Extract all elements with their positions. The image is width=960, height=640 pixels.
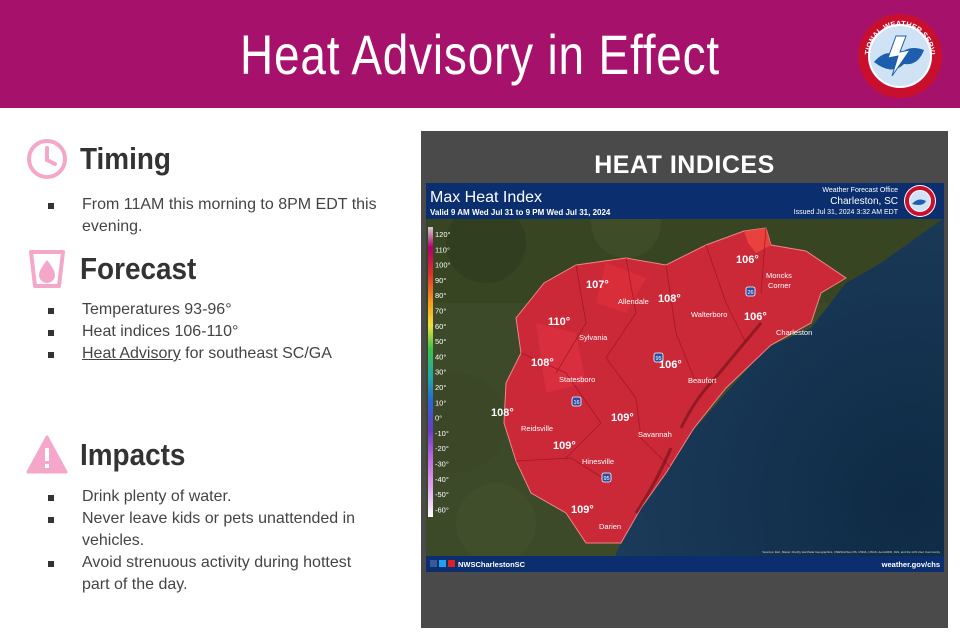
- heat-advisory-link[interactable]: Heat Advisory: [82, 345, 181, 362]
- page-title: Heat Advisory in Effect: [239, 23, 720, 86]
- timing-title: Timing: [80, 141, 171, 176]
- city-label: Corner: [768, 281, 791, 290]
- city-label: Allendale: [618, 297, 649, 306]
- list-item: Heat indices 106-110°: [26, 321, 416, 343]
- legend-label: -10°: [435, 429, 449, 438]
- facebook-icon: [430, 560, 437, 567]
- legend-label: -30°: [435, 460, 449, 469]
- heat-index-value: 109°: [553, 440, 576, 452]
- issued-time: Issued Jul 31, 2024 3:32 AM EDT: [794, 209, 899, 216]
- ocean: [616, 218, 944, 572]
- heat-index-value: 109°: [571, 504, 594, 516]
- heat-index-value: 110°: [548, 316, 570, 328]
- legend-label: -50°: [435, 490, 449, 499]
- twitter-icon: [439, 560, 446, 567]
- list-item: Temperatures 93-96°: [26, 299, 416, 321]
- legend-color-bar: [428, 227, 433, 517]
- forecast-title: Forecast: [80, 251, 197, 286]
- social-handle: NWSCharlestonSC: [458, 560, 526, 569]
- legend-label: -20°: [435, 444, 449, 453]
- title-banner: Heat Advisory in Effect NATIONAL WEATHER…: [0, 0, 960, 108]
- timing-list: From 11AM this morning to 8PM EDT this ev…: [26, 194, 416, 238]
- heat-index-values: 106° 107° 108° 106° 110° 108° 106° 108° 109° 109°…: [491, 254, 767, 516]
- heat-index-value: 108°: [658, 293, 681, 305]
- interstate-shield-icon: 95: [601, 472, 612, 483]
- city-label: Savannah: [638, 430, 672, 439]
- timing-header: Timing: [26, 138, 181, 180]
- legend-label: 70°: [435, 307, 446, 316]
- heat-drop-icon: [29, 250, 65, 288]
- city-label: Reidsville: [521, 424, 553, 433]
- nws-small-logo-icon: [904, 185, 936, 217]
- city-label: Beaufort: [688, 376, 717, 385]
- svg-text:95: 95: [655, 356, 661, 362]
- impacts-header: Impacts: [26, 434, 197, 476]
- legend-label: 60°: [435, 322, 446, 331]
- legend-label: 110°: [435, 245, 450, 254]
- forecast-header: Forecast: [26, 248, 209, 290]
- heat-index-value: 106°: [736, 254, 759, 266]
- nws-logo-icon: NATIONAL WEATHER SERVICE: [858, 14, 942, 98]
- warning-icon: [26, 435, 68, 474]
- map-footer: [426, 556, 944, 572]
- panel-title: HEAT INDICES: [594, 151, 775, 179]
- legend: 120° 110° 100° 90° 80° 70° 60° 50° 40° 30° 20° 10° 0…: [435, 230, 451, 514]
- office-line1: Weather Forecast Office: [822, 187, 898, 194]
- svg-text:95: 95: [603, 476, 609, 482]
- heat-index-map: Max Heat Index Valid 9 AM Wed Jul 31 to …: [426, 183, 944, 572]
- heat-index-value: 108°: [531, 357, 554, 369]
- list-item: Avoid strenuous activity during hottest p…: [26, 552, 416, 596]
- list-item: Never leave kids or pets unattended in ve…: [26, 508, 416, 552]
- legend-label: 80°: [435, 291, 446, 300]
- county-lines: [515, 227, 767, 484]
- heat-index-value: 106°: [744, 311, 767, 323]
- impacts-title: Impacts: [80, 437, 186, 472]
- legend-label: 30°: [435, 368, 446, 377]
- legend-label: 100°: [435, 261, 451, 270]
- clock-icon: [27, 139, 67, 179]
- list-item: Heat Advisory for southeast SC/GA: [26, 343, 416, 365]
- heat-index-value: 106°: [659, 359, 682, 371]
- legend-label: 50°: [435, 337, 446, 346]
- valid-time: Valid 9 AM Wed Jul 31 to 9 PM Wed Jul 31…: [430, 208, 611, 217]
- city-label: Darien: [599, 522, 621, 531]
- city-label: Walterboro: [691, 310, 727, 319]
- city-label: Hinesville: [582, 457, 614, 466]
- map-source: Sources: Esri, Maxar, FireFly, Earthstar…: [762, 550, 940, 554]
- city-label: Statesboro: [559, 375, 595, 384]
- legend-label: -60°: [435, 505, 449, 514]
- map-header: [426, 183, 944, 219]
- heat-index-value: 107°: [586, 279, 609, 291]
- legend-label: 10°: [435, 398, 446, 407]
- interstate-shield-icon: 95: [653, 352, 664, 363]
- heat-index-value: 109°: [611, 412, 634, 424]
- heat-index-value: 108°: [491, 407, 514, 419]
- list-item: From 11AM this morning to 8PM EDT this ev…: [26, 194, 416, 238]
- city-label: Sylvania: [579, 333, 608, 342]
- legend-label: 20°: [435, 383, 446, 392]
- svg-text:26: 26: [747, 290, 753, 296]
- legend-label: 90°: [435, 276, 446, 285]
- city-label: Charleston: [776, 328, 812, 337]
- interstate-shield-icon: 26: [745, 286, 756, 297]
- legend-label: 120°: [435, 230, 451, 239]
- city-label: Moncks: [766, 271, 792, 280]
- forecast-list: Temperatures 93-96° Heat indices 106-110…: [26, 299, 416, 365]
- interstate-shield-icon: 16: [571, 396, 582, 407]
- website-link[interactable]: weather.gov/chs: [881, 560, 940, 569]
- heat-advisory-area: [503, 227, 847, 544]
- map-title: Max Heat Index: [430, 189, 542, 206]
- youtube-icon: [448, 560, 455, 567]
- legend-label: -40°: [435, 475, 449, 484]
- svg-text:16: 16: [573, 400, 579, 406]
- office-line2: Charleston, SC: [830, 196, 898, 207]
- legend-label: 0°: [435, 414, 442, 423]
- list-item: Drink plenty of water.: [26, 486, 416, 508]
- legend-label: 40°: [435, 352, 446, 361]
- impacts-list: Drink plenty of water. Never leave kids …: [26, 486, 416, 596]
- interstate-shields: 26 95 16 95: [571, 286, 756, 483]
